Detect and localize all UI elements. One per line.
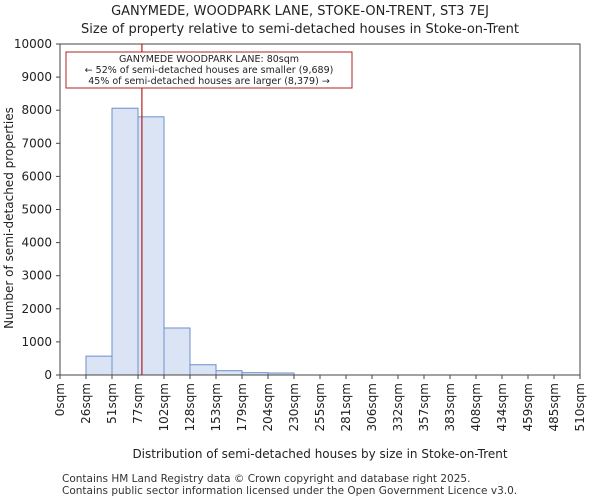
x-tick-label: 77sqm (131, 383, 145, 424)
x-tick-label: 357sqm (417, 383, 431, 431)
y-tick-label: 7000 (21, 136, 52, 150)
x-tick-label: 485sqm (547, 383, 561, 431)
x-tick-label: 153sqm (209, 383, 223, 431)
x-tick-label: 408sqm (469, 383, 483, 431)
x-tick-label: 459sqm (521, 383, 535, 431)
y-tick-label: 2000 (21, 302, 52, 316)
x-tick-label: 306sqm (365, 383, 379, 431)
y-tick-label: 3000 (21, 269, 52, 283)
y-tick-label: 9000 (21, 70, 52, 84)
footer-licence: Contains public sector information licen… (62, 485, 518, 497)
x-tick-label: 51sqm (105, 383, 119, 424)
histogram-bar (163, 327, 191, 376)
x-tick-label: 26sqm (79, 383, 93, 424)
y-axis-label: Number of semi-detached properties (2, 107, 16, 329)
x-tick-label: 230sqm (287, 383, 301, 431)
y-tick-label: 6000 (21, 169, 52, 183)
annotation-box (65, 51, 353, 89)
y-tick-label: 1000 (21, 335, 52, 349)
y-tick-label: 5000 (21, 203, 52, 217)
x-tick-label: 383sqm (443, 383, 457, 431)
histogram-bar (189, 364, 217, 376)
y-tick-label: 4000 (21, 236, 52, 250)
y-tick-label: 10000 (14, 37, 52, 51)
histogram-bar (111, 107, 139, 376)
chart-subtitle: Size of property relative to semi-detach… (81, 22, 519, 37)
x-tick-label: 332sqm (391, 383, 405, 431)
footer-copyright: Contains HM Land Registry data © Crown c… (62, 473, 471, 485)
y-tick-label: 8000 (21, 103, 52, 117)
property-annotation: GANYMEDE WOODPARK LANE: 80sqm ← 52% of s… (65, 51, 353, 89)
annotation-line-1: GANYMEDE WOODPARK LANE: 80sqm (119, 54, 299, 65)
x-tick-label: 102sqm (157, 383, 171, 431)
x-tick-label: 179sqm (235, 383, 249, 431)
chart-title: GANYMEDE, WOODPARK LANE, STOKE-ON-TRENT,… (111, 4, 489, 19)
x-tick-label: 255sqm (313, 383, 327, 431)
x-tick-label: 434sqm (495, 383, 509, 431)
x-tick-label: 281sqm (339, 383, 353, 431)
x-tick-label: 510sqm (573, 383, 587, 431)
x-tick-label: 128sqm (183, 383, 197, 431)
y-tick-label: 0 (44, 368, 52, 382)
histogram-bar (85, 355, 113, 376)
x-axis-label: Distribution of semi-detached houses by … (132, 447, 507, 461)
x-tick-label: 0sqm (53, 383, 67, 416)
x-tick-label: 204sqm (261, 383, 275, 431)
annotation-line-2: ← 52% of semi-detached houses are smalle… (85, 65, 334, 76)
histogram-bar (215, 370, 243, 376)
annotation-line-3: 45% of semi-detached houses are larger (… (88, 76, 330, 87)
